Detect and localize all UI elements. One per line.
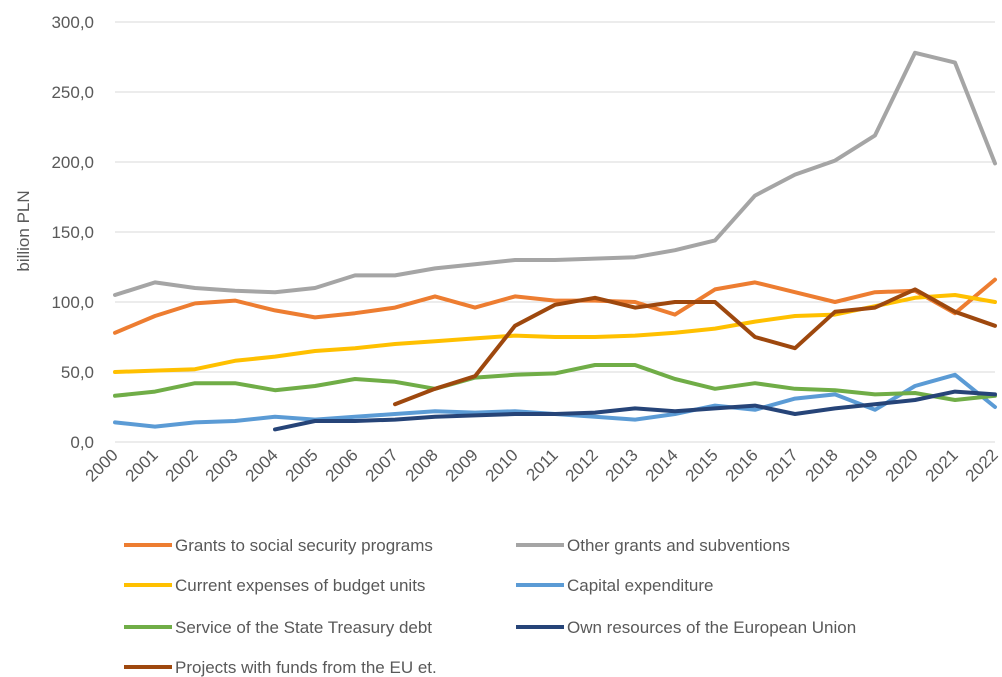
series-line [113, 277, 997, 335]
gridlines [115, 21, 995, 443]
x-tick-label: 2006 [322, 445, 362, 485]
legend-label: Current expenses of budget units [175, 576, 425, 595]
y-tick-label: 150,0 [51, 223, 94, 242]
x-tick-label: 2016 [722, 445, 762, 485]
x-tick-label: 2014 [642, 445, 682, 485]
x-tick-label: 2011 [523, 445, 562, 484]
series-line [273, 389, 997, 432]
legend-item: Other grants and subventions [516, 536, 790, 555]
legend-item: Current expenses of budget units [124, 576, 425, 595]
y-tick-label: 0,0 [70, 433, 94, 452]
x-tick-label: 2004 [242, 445, 282, 485]
y-tick-label: 200,0 [51, 153, 94, 172]
x-tick-label: 2021 [922, 445, 962, 485]
legend: Grants to social security programs Other … [124, 536, 856, 677]
legend-label: Grants to social security programs [175, 536, 433, 555]
x-tick-label: 2008 [402, 445, 442, 485]
legend-label: Projects with funds from the EU et. [175, 658, 437, 677]
legend-item: Capital expenditure [516, 576, 713, 595]
x-tick-label: 2002 [162, 445, 202, 485]
x-tick-label: 2022 [962, 445, 1002, 485]
series-line [113, 372, 997, 429]
legend-item: Service of the State Treasury debt [124, 618, 432, 637]
x-tick-label: 2007 [362, 445, 402, 485]
y-axis-title: billion PLN [14, 190, 33, 271]
y-tick-label: 50,0 [61, 363, 94, 382]
y-tick-label: 100,0 [51, 293, 94, 312]
x-tick-label: 2019 [842, 445, 882, 485]
legend-item: Own resources of the European Union [516, 618, 856, 637]
x-tick-label: 2018 [802, 445, 842, 485]
legend-label: Other grants and subventions [567, 536, 790, 555]
x-tick-label: 2013 [602, 445, 642, 485]
series-line [113, 363, 997, 402]
x-tick-label: 2001 [122, 445, 162, 485]
series-lines [113, 50, 997, 432]
legend-item: Projects with funds from the EU et. [124, 658, 437, 677]
legend-label: Service of the State Treasury debt [175, 618, 432, 637]
y-tick-label: 300,0 [51, 13, 94, 32]
legend-item: Grants to social security programs [124, 536, 433, 555]
x-tick-label: 2015 [682, 445, 722, 485]
legend-label: Own resources of the European Union [567, 618, 856, 637]
y-tick-label: 250,0 [51, 83, 94, 102]
x-tick-label: 2005 [282, 445, 322, 485]
x-tick-label: 2003 [202, 445, 242, 485]
y-axis-tick-labels: 0,0 50,0 100,0 150,0 200,0 250,0 300,0 [51, 13, 94, 452]
legend-label: Capital expenditure [567, 576, 713, 595]
x-tick-label: 2017 [762, 445, 802, 485]
x-tick-label: 2009 [442, 445, 482, 485]
x-tick-label: 2010 [482, 445, 522, 485]
series-line [393, 287, 997, 407]
x-tick-label: 2012 [562, 445, 602, 485]
x-axis-tick-labels: 2000 2001 2002 2003 2004 2005 2006 2007 2008 2009… [82, 445, 1002, 485]
series-line [113, 50, 997, 297]
x-tick-label: 2020 [882, 445, 922, 485]
